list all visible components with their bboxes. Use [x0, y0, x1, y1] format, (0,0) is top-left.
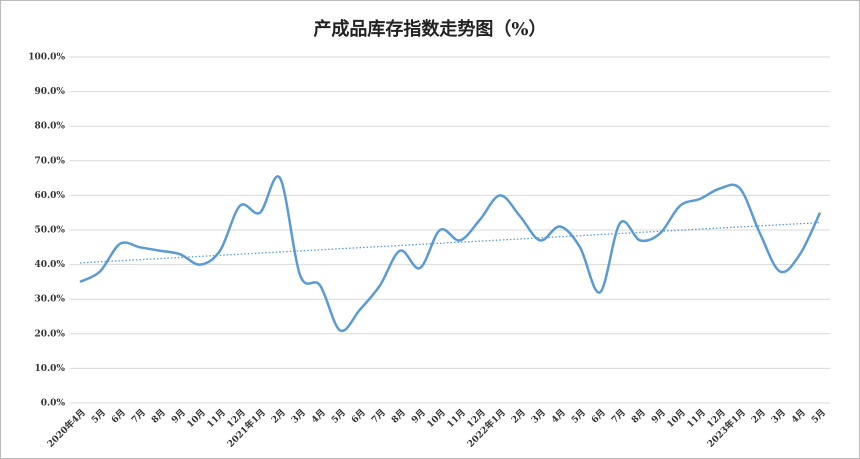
y-tick-label: 60.0%: [35, 191, 66, 201]
y-tick-label: 100.0%: [28, 53, 65, 63]
y-tick-label: 30.0%: [35, 295, 66, 305]
y-tick-label: 20.0%: [35, 329, 66, 339]
y-tick-label: 40.0%: [35, 260, 66, 270]
y-tick-label: 0.0%: [41, 399, 66, 409]
line: [79, 175, 822, 333]
chart-title: 产成品库存指数走势图（%）: [313, 18, 546, 40]
y-tick-label: 80.0%: [35, 122, 66, 132]
y-tick-label: 50.0%: [35, 226, 66, 236]
y-tick-label: 10.0%: [35, 364, 66, 374]
y-tick-label: 90.0%: [35, 87, 66, 97]
y-tick-label: 70.0%: [35, 156, 66, 166]
trendline: [79, 221, 821, 264]
